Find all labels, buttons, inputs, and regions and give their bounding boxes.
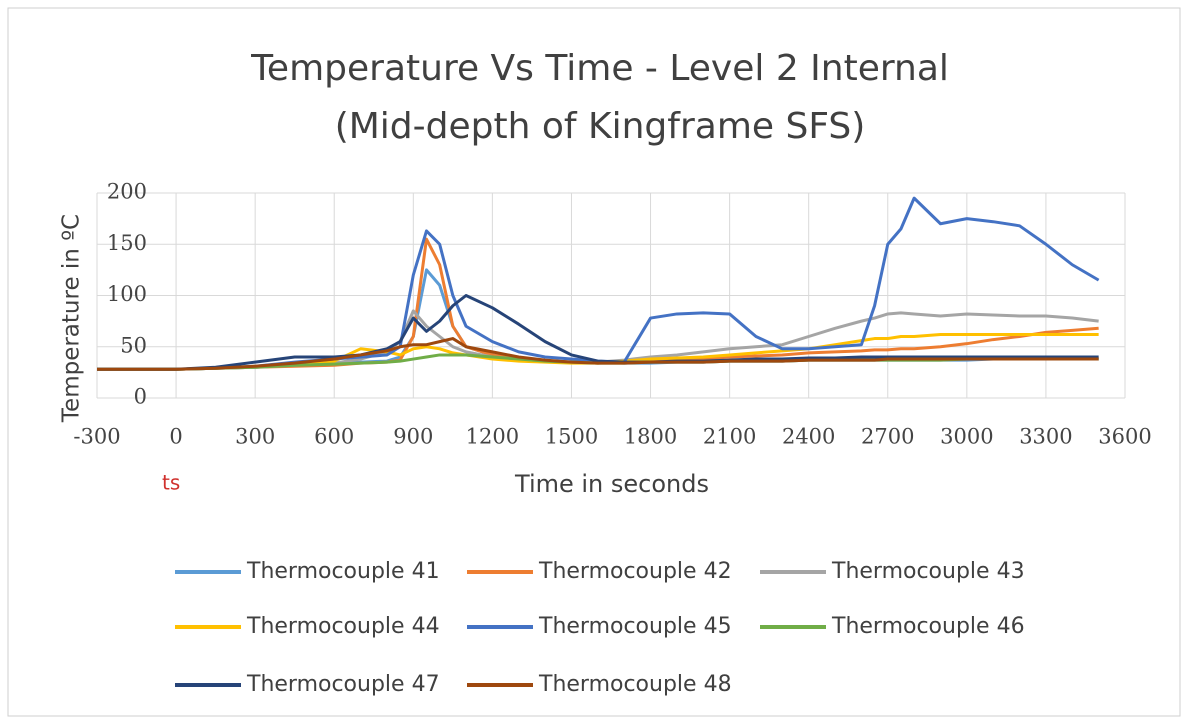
x-tick-label: 3300: [1019, 425, 1072, 449]
x-tick-label: 600: [314, 425, 354, 449]
y-tick-label: 100: [107, 282, 147, 306]
x-tick-label: -300: [73, 425, 120, 449]
x-tick-label: 1500: [545, 425, 598, 449]
x-tick-label: 3600: [1098, 425, 1151, 449]
x-axis-label: Time in seconds: [514, 470, 709, 498]
x-tick-label: 2100: [703, 425, 756, 449]
annotation: ts: [162, 471, 180, 495]
legend-label: Thermocouple 47: [246, 672, 440, 697]
x-tick-label: 300: [235, 425, 275, 449]
x-tick-label: 1800: [624, 425, 677, 449]
legend-label: Thermocouple 41: [246, 559, 440, 584]
y-tick-label: 150: [107, 231, 147, 255]
x-tick-label: 3000: [940, 425, 993, 449]
y-tick-label: 50: [120, 333, 147, 357]
y-axis-label: Temperature in ºC: [59, 214, 85, 423]
y-tick-label: 0: [134, 385, 147, 409]
legend-label: Thermocouple 48: [538, 672, 732, 697]
legend-label: Thermocouple 44: [246, 614, 440, 639]
chart-subtitle: (Mid-depth of Kingframe SFS): [335, 106, 866, 147]
chart-title: Temperature Vs Time - Level 2 Internal: [250, 48, 949, 89]
y-tick-label: 200: [107, 180, 147, 204]
legend-label: Thermocouple 43: [831, 559, 1025, 584]
legend-label: Thermocouple 45: [538, 614, 732, 639]
series-line: [97, 337, 1099, 371]
x-tick-label: 900: [393, 425, 433, 449]
x-tick-label: 0: [169, 425, 182, 449]
x-tick-label: 2700: [861, 425, 914, 449]
x-tick-label: 2400: [782, 425, 835, 449]
x-tick-label: 1200: [466, 425, 519, 449]
legend-label: Thermocouple 42: [538, 559, 732, 584]
legend-label: Thermocouple 46: [831, 614, 1025, 639]
series-line: [97, 196, 1100, 371]
